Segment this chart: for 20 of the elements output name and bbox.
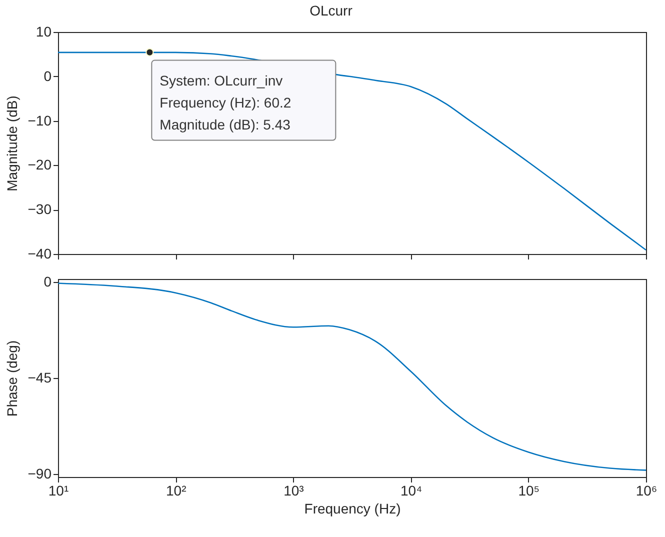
- x-tick-label: 10³: [284, 482, 304, 498]
- chart-title: OLcurr: [310, 2, 353, 18]
- y-tick-label: 0: [44, 68, 52, 84]
- x-tick-label: 10⁵: [518, 482, 540, 498]
- x-tick-label: 10¹: [48, 482, 69, 498]
- y-tick-label: −20: [28, 156, 52, 173]
- y-tick-label: 0: [44, 274, 52, 290]
- y-axis-title: Phase (deg): [4, 340, 20, 417]
- annotation: System: OLcurr_inv Frequency (Hz): 60.2 Magnitude (dB): 5.43: [160, 72, 292, 132]
- x-tick-label: 10²: [166, 482, 187, 498]
- y-axis-title: Magnitude (dB): [4, 96, 20, 192]
- x-tick-label: 10⁴: [400, 482, 422, 498]
- x-tick-label: 10⁶: [636, 482, 658, 498]
- y-tick-label: 10: [36, 24, 52, 40]
- y-tick-label: −40: [28, 246, 52, 262]
- y-tick-label: −45: [28, 370, 52, 386]
- x-axis-title: Frequency (Hz): [304, 500, 401, 516]
- y-tick-label: −90: [28, 465, 52, 482]
- y-tick-label: −10: [28, 112, 52, 128]
- y-tick-label: −30: [28, 201, 52, 218]
